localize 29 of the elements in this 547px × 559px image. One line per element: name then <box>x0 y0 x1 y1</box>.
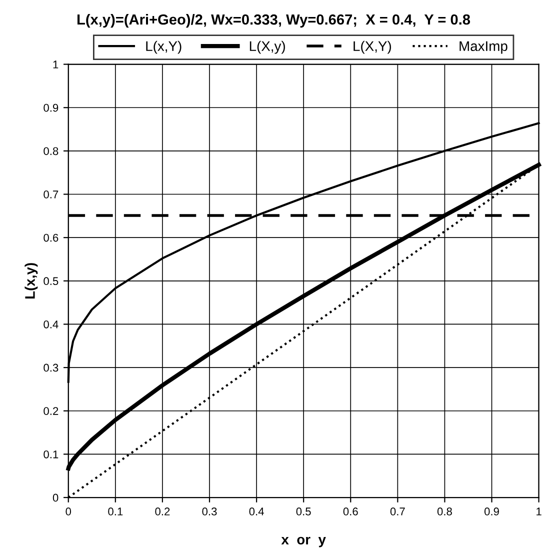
y-tick-label: 0.3 <box>44 364 58 372</box>
chart-title: L(x,y)=(Ari+Geo)/2, Wx=0.333, Wy=0.667; X = 0.4, Y = 0.8 <box>77 14 470 28</box>
x-axis-title: x or y <box>281 536 326 548</box>
x-tick-label: 0 <box>66 508 72 516</box>
y-tick-label: 0.8 <box>44 147 58 156</box>
x-tick-label: 0.7 <box>390 508 405 516</box>
x-tick-label: 0.5 <box>296 508 311 516</box>
x-tick-label: 0.9 <box>484 508 499 516</box>
x-tick-label: 0.6 <box>343 508 358 516</box>
x-tick-label: 0.8 <box>437 508 452 516</box>
x-tick-label: 1 <box>536 508 542 516</box>
x-tick-label: 0.1 <box>108 508 123 516</box>
x-tick-label: 0.4 <box>249 508 264 516</box>
legend-label: L(X,Y) <box>354 40 391 54</box>
legend-label: L(x,Y) <box>146 40 182 54</box>
legend-label: MaxImp <box>460 41 508 54</box>
y-tick-label: 1 <box>53 60 58 68</box>
y-tick-label: 0 <box>52 494 58 502</box>
y-tick-label: 0.1 <box>44 450 58 458</box>
y-tick-label: 0.4 <box>44 320 58 328</box>
x-tick-label: 0.2 <box>155 508 170 516</box>
y-tick-label: 0.7 <box>44 190 58 198</box>
y-tick-label: 0.5 <box>44 277 58 286</box>
y-tick-label: 0.2 <box>44 407 58 415</box>
y-axis-title: L(x,y) <box>24 263 38 298</box>
y-tick-label: 0.9 <box>44 104 58 112</box>
x-tick-label: 0.3 <box>202 508 217 516</box>
legend-label: L(X,y) <box>250 40 285 54</box>
y-tick-label: 0.6 <box>44 234 58 242</box>
